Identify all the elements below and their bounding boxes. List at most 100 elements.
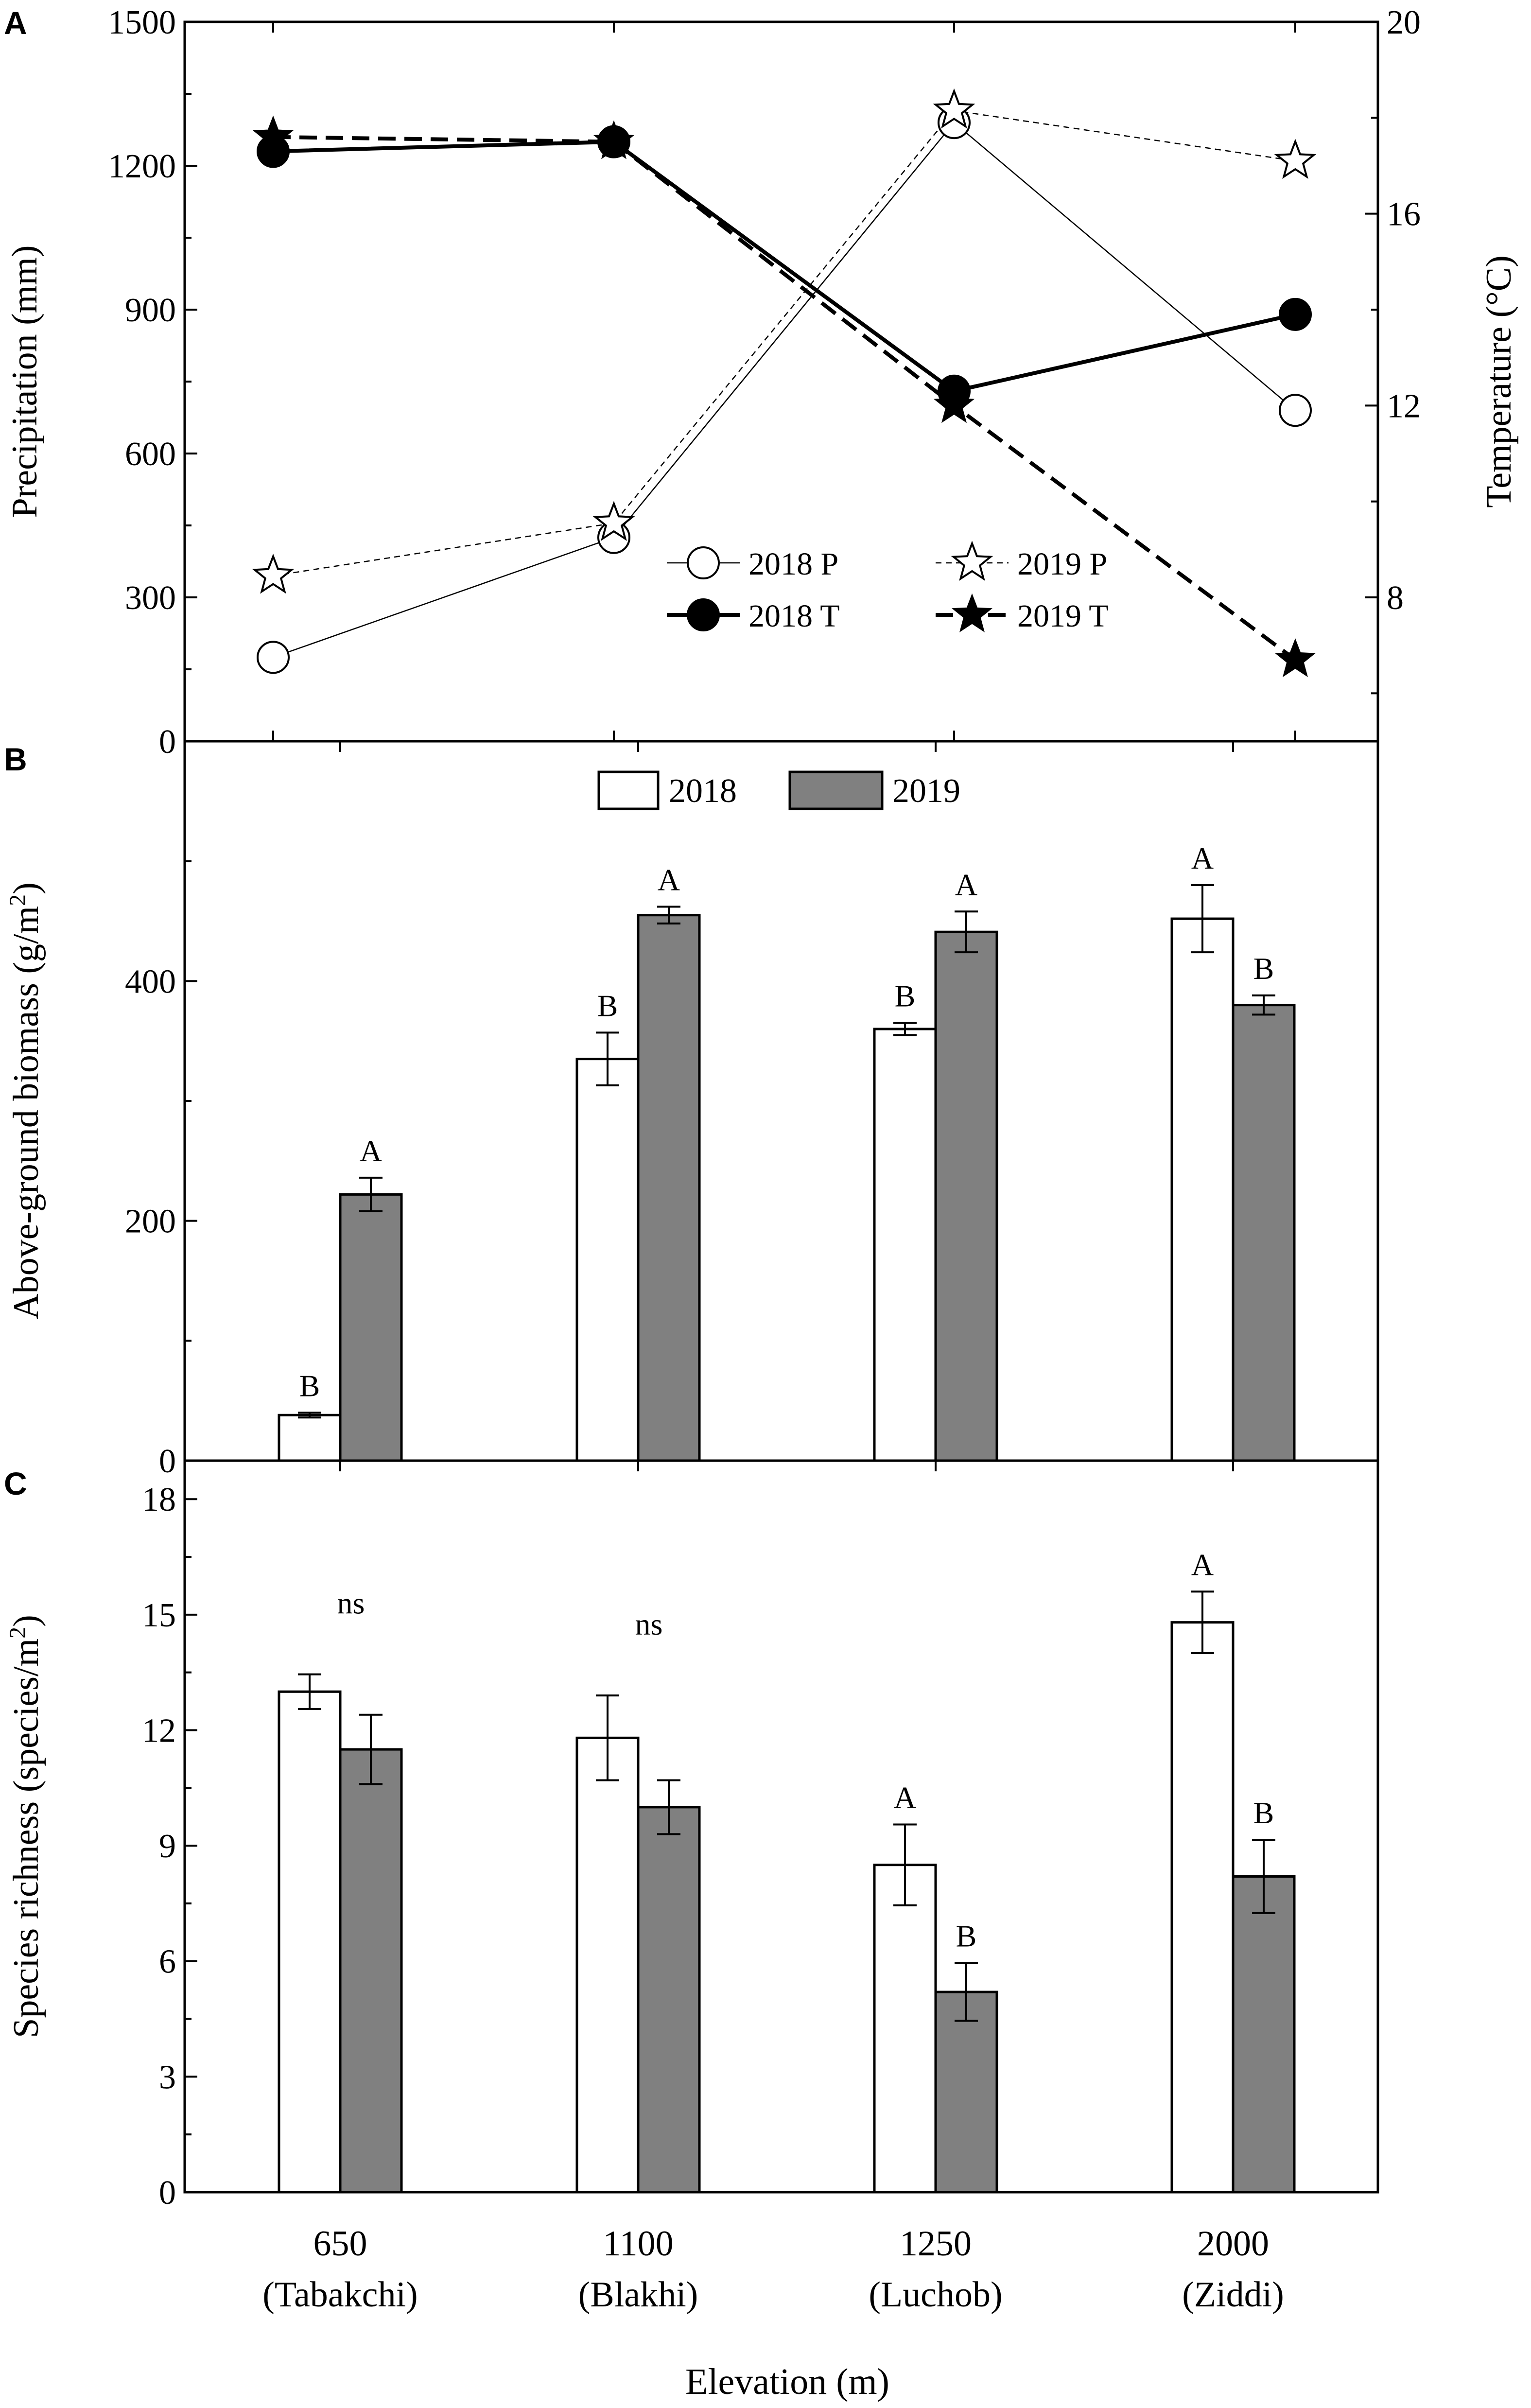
panel-b-y-tick-label: 0 (159, 1443, 176, 1480)
panel-a-right-tick-label: 8 (1387, 579, 1404, 617)
data-point-2018-p (1279, 394, 1312, 427)
panel-a-line-chart: 0 300 600 900 1200 1500 8 12 16 20 Precipitation (… (5, 4, 1519, 761)
panel-label-a: A (4, 5, 27, 41)
group-label-ns: ns (635, 1607, 663, 1641)
bar-2018-1250 (873, 1864, 937, 2194)
significance-letter: B (1253, 1796, 1274, 1830)
panel-b-bar-chart: 0 200 400 Above-ground biomass (g/m2) B B B A A A… (5, 740, 1379, 1480)
data-point-2019-t (253, 115, 294, 155)
legend-marker (687, 598, 720, 631)
significance-letter: A (955, 867, 977, 902)
significance-letter: B (1253, 951, 1274, 986)
panel-a-right-tick-label: 12 (1387, 387, 1421, 425)
panel-a-left-axis-title: Precipitation (mm) (5, 245, 45, 518)
series-line-2019-t (273, 135, 1297, 662)
series-line-2019-p (273, 110, 1296, 576)
bar-2018-2000 (1170, 917, 1235, 1462)
bar-2019-650 (339, 1748, 403, 2194)
legend-label: 2019 T (1017, 598, 1109, 634)
panel-a-left-tick-label: 600 (125, 436, 176, 473)
panel-c-y-tick-label: 12 (142, 1712, 176, 1749)
data-point-2019-t (933, 384, 975, 423)
bar-2019-1100 (637, 1806, 701, 2194)
data-point-2019-p (1274, 139, 1317, 179)
significance-letter: A (1191, 1547, 1214, 1582)
bar-2018-1100 (575, 1058, 640, 1462)
data-point-2018-t (1279, 297, 1312, 331)
data-point-2019-t (593, 120, 635, 159)
panel-c-y-tick-label: 6 (159, 1943, 176, 1981)
panel-c-y-tick-label: 18 (142, 1481, 176, 1518)
legend-marker (952, 593, 992, 632)
legend-marker (951, 541, 993, 581)
panel-a-left-tick-label: 0 (159, 723, 176, 761)
panel-c-plot-frame (183, 1459, 1379, 2194)
panel-b-y-tick-label: 200 (125, 1203, 176, 1240)
bar-2018-1100 (575, 1736, 640, 2194)
legend-label: 2018 P (748, 546, 838, 582)
panel-label-c: C (4, 1466, 27, 1501)
group-label-ns: ns (337, 1586, 365, 1621)
bar-2018-1250 (873, 1028, 937, 1462)
data-point-2019-p (252, 553, 295, 594)
significance-letter: B (956, 1919, 977, 1954)
significance-letter: B (597, 988, 618, 1023)
series-line-2018-p (273, 122, 1296, 658)
bar-2019-1250 (934, 1990, 998, 2194)
panel-c-bar-chart: 0 3 6 9 12 15 18 Species richness (species/m2) n… (5, 1459, 1379, 2315)
panel-a-left-tick-label: 1500 (108, 4, 176, 41)
legend-label-2019: 2019 (892, 772, 960, 810)
legend-swatch-2018 (597, 770, 660, 810)
legend-label: 2019 P (1017, 546, 1107, 582)
significance-letter: A (658, 862, 680, 897)
series-line-2018-t (273, 140, 1296, 394)
significance-letter: B (299, 1368, 320, 1403)
significance-letter: A (1191, 841, 1214, 875)
x-tick-label-elevation: 2000 (1197, 2224, 1269, 2264)
panel-c-y-tick-label: 15 (142, 1597, 176, 1634)
x-tick-label-elevation: 1250 (900, 2224, 972, 2264)
data-point-2019-p (933, 88, 975, 129)
panel-a-legend: 2018 P 2019 P 2018 T 2019 T (667, 541, 1109, 634)
bar-2019-1250 (934, 930, 998, 1462)
bar-2018-650 (278, 1690, 342, 2194)
panel-a-left-tick-label: 900 (125, 292, 176, 329)
data-point-2018-p (257, 641, 290, 674)
panel-b-legend: 2018 2019 (597, 770, 960, 810)
x-tick-label-elevation: 650 (313, 2224, 367, 2264)
panel-a-right-tick-label: 20 (1387, 4, 1421, 41)
panel-a-right-tick-label: 16 (1387, 196, 1421, 233)
panel-c-y-tick-label: 3 (159, 2059, 176, 2096)
x-axis-title: Elevation (m) (685, 2361, 889, 2402)
bar-2019-1100 (637, 914, 701, 1462)
legend-swatch-2019 (788, 770, 884, 810)
panel-b-y-tick-label: 400 (125, 963, 176, 1000)
panel-b-y-axis-title: Above-ground biomass (g/m2) (5, 882, 46, 1320)
x-tick-label-site: (Luchob) (869, 2275, 1002, 2315)
bar-2019-2000 (1232, 1004, 1296, 1462)
panel-c-y-tick-label: 0 (159, 2174, 176, 2212)
panel-label-b: B (4, 741, 27, 777)
x-tick-label-site: (Ziddi) (1182, 2275, 1284, 2315)
legend-marker (687, 546, 720, 579)
bar-2019-650 (339, 1193, 403, 1462)
significance-letter: A (360, 1134, 382, 1168)
legend-label: 2018 T (748, 598, 840, 634)
significance-letter: A (894, 1780, 916, 1815)
panel-a-right-axis-title: Temperature (°C) (1479, 255, 1519, 508)
bar-2018-650 (278, 1413, 342, 1462)
bar-2019-2000 (1232, 1875, 1296, 2194)
panel-c-y-tick-label: 9 (159, 1828, 176, 1865)
bar-2018-2000 (1170, 1621, 1235, 2194)
panel-a-left-tick-label: 1200 (108, 148, 176, 185)
significance-letter: B (895, 979, 916, 1013)
x-tick-label-site: (Tabakchi) (262, 2275, 418, 2315)
x-tick-label-site: (Blakhi) (578, 2275, 698, 2315)
panel-c-y-axis-title: Species richness (species/m2) (5, 1615, 46, 2038)
data-point-2019-t (1274, 638, 1316, 677)
panel-a-left-tick-label: 300 (125, 579, 176, 617)
x-tick-label-elevation: 1100 (603, 2224, 673, 2264)
legend-label-2018: 2018 (669, 772, 737, 810)
data-point-2019-p (592, 501, 635, 541)
